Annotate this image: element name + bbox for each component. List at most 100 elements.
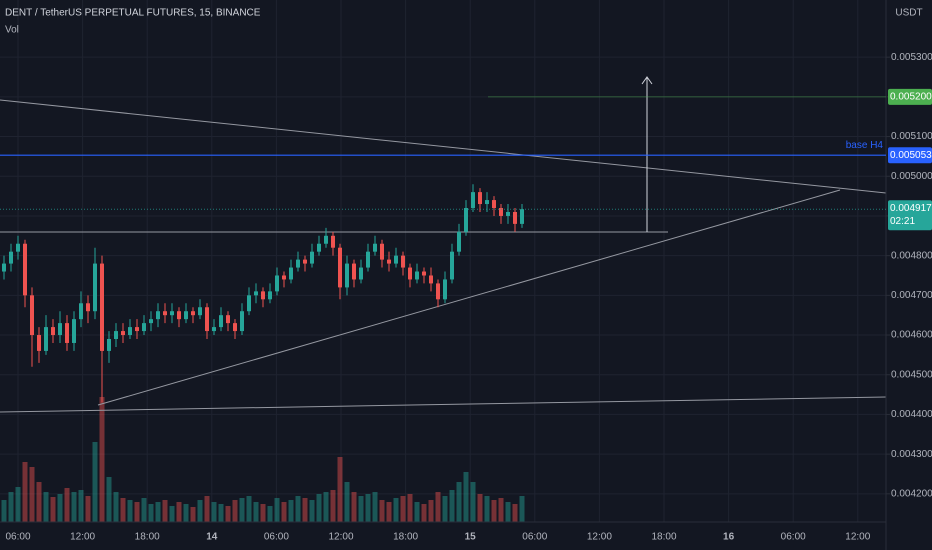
volume-bar	[491, 500, 497, 522]
candle-body	[359, 267, 363, 280]
volume-bar	[43, 492, 49, 522]
y-tick-label: 0.005000	[891, 171, 932, 182]
volume-bar	[218, 504, 224, 522]
candle-body	[317, 243, 321, 252]
candle-body	[506, 211, 510, 216]
candle-body	[142, 323, 146, 332]
candle-body	[65, 323, 69, 343]
volume-bar	[99, 397, 105, 522]
x-tick-label: 12:00	[70, 532, 95, 543]
candle-body	[107, 339, 111, 351]
x-tick-label: 18:00	[393, 532, 418, 543]
candle-body	[240, 311, 244, 332]
candle-body	[373, 243, 377, 252]
volume-bar	[239, 498, 245, 522]
volume-bar	[134, 502, 140, 522]
volume-bar	[71, 492, 77, 522]
volume-bar	[204, 496, 210, 522]
x-tick-label: 12:00	[328, 532, 353, 543]
volume-bar	[50, 497, 56, 522]
volume-bar	[162, 500, 168, 522]
candle-body	[128, 327, 132, 336]
x-tick-label: 12:00	[845, 532, 870, 543]
volume-bar	[148, 504, 154, 522]
candle-body	[275, 275, 279, 292]
candle-body	[79, 303, 83, 320]
y-tick-label: 0.005100	[891, 131, 932, 142]
y-tick-label: 0.004400	[891, 409, 932, 420]
x-tick-label: 06:00	[522, 532, 547, 543]
candle-body	[436, 283, 440, 300]
volume-bar	[428, 500, 434, 522]
volume-bar	[379, 500, 385, 522]
volume-bar	[316, 494, 322, 522]
level-text: base H4	[846, 140, 884, 151]
volume-bar	[281, 502, 287, 522]
arrow-head	[641, 76, 653, 85]
y-tick-label: 0.004700	[891, 290, 932, 301]
volume-bar	[92, 442, 98, 522]
candle-body	[478, 192, 482, 205]
y-tick-label: 0.004800	[891, 250, 932, 261]
volume-bar	[407, 494, 413, 522]
volume-bar	[190, 507, 196, 522]
volume-bar	[330, 490, 336, 522]
candle-body	[387, 259, 391, 264]
candle-body	[464, 208, 468, 232]
volume-bar	[435, 492, 441, 522]
candle-body	[499, 208, 503, 216]
volume-bar	[113, 492, 119, 522]
candle-body	[296, 259, 300, 268]
x-tick-label: 15	[465, 532, 477, 543]
x-tick-label: 06:00	[781, 532, 806, 543]
volume-bar	[176, 502, 182, 522]
candle-body	[492, 200, 496, 209]
price-tag-label: 0.005200	[890, 91, 932, 102]
candle-body	[163, 311, 167, 316]
candle-body	[156, 311, 160, 320]
candle-body	[408, 267, 412, 280]
chart-title: DENT / TetherUS PERPETUAL FUTURES, 15, B…	[5, 8, 261, 19]
candle-body	[485, 200, 489, 205]
candle-body	[58, 323, 62, 336]
volume-bar	[463, 472, 469, 522]
volume-bar	[351, 492, 357, 522]
candle-body	[170, 311, 174, 316]
volume-bar	[267, 506, 273, 522]
trend-line	[97, 189, 841, 406]
volume-bar	[372, 492, 378, 522]
volume-bar	[498, 498, 504, 522]
candle-body	[51, 327, 55, 336]
candle-body	[30, 295, 34, 336]
candle-body	[513, 211, 517, 224]
volume-bar	[211, 502, 217, 522]
candle-body	[100, 263, 104, 351]
y-tick-label: 0.004300	[891, 449, 932, 460]
volume-bar	[386, 502, 392, 522]
y-tick-label: 0.004200	[891, 488, 932, 499]
x-tick-label: 18:00	[651, 532, 676, 543]
candle-body	[471, 192, 475, 209]
candle-body	[331, 235, 335, 248]
candle-body	[310, 251, 314, 264]
volume-bar	[183, 504, 189, 522]
volume-bar	[414, 502, 420, 522]
volume-bar	[127, 500, 133, 522]
candle-body	[184, 311, 188, 320]
candle-body	[135, 327, 139, 332]
drawings	[0, 76, 887, 413]
volume-bar	[421, 504, 427, 522]
volume-bar	[197, 500, 203, 522]
volume-bar	[106, 477, 112, 522]
x-tick-label: 14	[206, 532, 218, 543]
candle-body	[37, 335, 41, 351]
candle-body	[226, 315, 230, 324]
candle-body	[380, 243, 384, 260]
candle-body	[247, 295, 251, 312]
volume-bar	[120, 498, 126, 522]
candle-body	[450, 251, 454, 280]
currency: USDT	[895, 8, 922, 19]
price-axis	[886, 0, 932, 550]
volume-bar	[456, 482, 462, 522]
